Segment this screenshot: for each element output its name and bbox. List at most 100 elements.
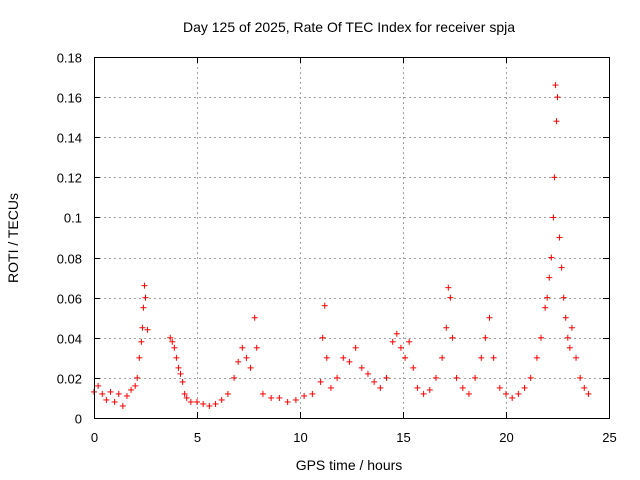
data-point-marker xyxy=(562,314,569,321)
grid-lines xyxy=(94,57,609,418)
data-point-marker xyxy=(377,384,384,391)
y-tick-label: 0.18 xyxy=(57,51,82,66)
data-point-marker xyxy=(119,402,126,409)
data-point-marker xyxy=(371,378,378,385)
chart-title: Day 125 of 2025, Rate Of TEC Index for r… xyxy=(183,19,515,35)
y-tick-label: 0.16 xyxy=(57,91,82,106)
data-point-marker xyxy=(340,354,347,361)
data-point-marker xyxy=(103,396,110,403)
data-point-marker xyxy=(443,324,450,331)
data-point-marker xyxy=(546,274,553,281)
data-point-marker xyxy=(259,390,266,397)
x-tick-label: 15 xyxy=(396,430,410,445)
data-point-marker xyxy=(319,334,326,341)
data-point-marker xyxy=(397,344,404,351)
data-point-marker xyxy=(107,388,114,395)
data-point-marker xyxy=(268,394,275,401)
data-point-marker xyxy=(402,354,409,361)
y-tick-label: 0 xyxy=(75,412,82,427)
data-point-marker xyxy=(383,374,390,381)
data-point-marker xyxy=(509,394,516,401)
data-point-marker xyxy=(251,314,258,321)
data-point-marker xyxy=(482,334,489,341)
data-point-marker xyxy=(239,344,246,351)
data-point-marker xyxy=(410,364,417,371)
data-point-marker xyxy=(167,334,174,341)
data-point-marker xyxy=(449,334,456,341)
data-point-marker xyxy=(490,354,497,361)
data-point-marker xyxy=(179,378,186,385)
data-point-marker xyxy=(503,390,509,397)
data-point-marker xyxy=(138,338,145,345)
y-tick-label: 0.08 xyxy=(57,252,82,267)
data-point-marker xyxy=(544,294,551,301)
y-tick-label: 0.12 xyxy=(57,171,82,186)
y-tick-label: 0.04 xyxy=(57,332,82,347)
data-point-marker xyxy=(515,390,522,397)
data-point-marker xyxy=(284,398,291,405)
data-point-marker xyxy=(134,374,141,381)
data-point-marker xyxy=(556,234,563,241)
x-tick-label: 20 xyxy=(499,430,513,445)
x-axis-label: GPS time / hours xyxy=(296,457,403,473)
data-point-marker xyxy=(521,384,528,391)
data-point-marker xyxy=(323,354,330,361)
data-point-marker xyxy=(358,364,365,371)
data-point-marker xyxy=(538,334,545,341)
data-point-marker xyxy=(553,118,560,125)
data-point-marker xyxy=(99,390,106,397)
data-point-marker xyxy=(327,384,334,391)
data-point-marker xyxy=(566,344,573,351)
data-point-marker xyxy=(292,396,299,403)
data-point-marker xyxy=(175,364,182,371)
data-point-marker xyxy=(128,386,135,393)
data-point-marker xyxy=(142,294,149,301)
data-point-marker xyxy=(445,284,452,291)
y-tick-label: 0.14 xyxy=(57,131,82,146)
data-point-marker xyxy=(218,396,225,403)
y-axis-label: ROTI / TECUs xyxy=(5,193,21,283)
data-point-marker xyxy=(95,382,102,389)
data-point-marker xyxy=(478,354,485,361)
data-point-marker xyxy=(554,94,561,101)
x-tick-label: 10 xyxy=(293,430,307,445)
data-point-marker xyxy=(550,214,557,221)
x-tick-label: 5 xyxy=(194,430,201,445)
data-point-marker xyxy=(123,392,130,399)
data-point-marker xyxy=(243,354,250,361)
data-point-marker xyxy=(139,324,146,331)
x-tick-label: 0 xyxy=(91,430,98,445)
plot-frame xyxy=(94,57,610,419)
data-point-marker xyxy=(542,304,549,311)
data-point-marker xyxy=(420,390,427,397)
data-point-marker xyxy=(206,402,213,409)
data-point-marker xyxy=(169,338,176,345)
data-point-marker xyxy=(321,302,328,309)
data-point-marker xyxy=(346,358,353,365)
y-tick-label: 0.02 xyxy=(57,372,82,387)
data-point-marker xyxy=(181,390,188,397)
data-point-marker xyxy=(183,394,190,401)
data-point-marker xyxy=(309,390,316,397)
data-point-marker xyxy=(224,390,231,397)
data-point-marker xyxy=(173,354,180,361)
data-point-marker xyxy=(426,386,433,393)
data-point-marker xyxy=(432,374,439,381)
data-point-marker xyxy=(177,370,184,377)
data-point-marker xyxy=(187,398,194,405)
data-point-marker xyxy=(132,382,139,389)
data-point-marker xyxy=(486,314,493,321)
data-point-marker xyxy=(558,264,565,271)
data-point-marker xyxy=(414,384,421,391)
data-point-marker xyxy=(253,344,260,351)
data-point-marker xyxy=(235,358,242,365)
data-point-marker xyxy=(115,390,122,397)
x-tick-label: 25 xyxy=(602,430,616,445)
data-point-marker xyxy=(551,174,558,181)
data-point-marker xyxy=(439,354,446,361)
data-point-marker xyxy=(564,334,571,341)
data-point-marker xyxy=(459,384,466,391)
data-point-marker xyxy=(465,390,472,397)
data-point-marker xyxy=(212,400,219,407)
